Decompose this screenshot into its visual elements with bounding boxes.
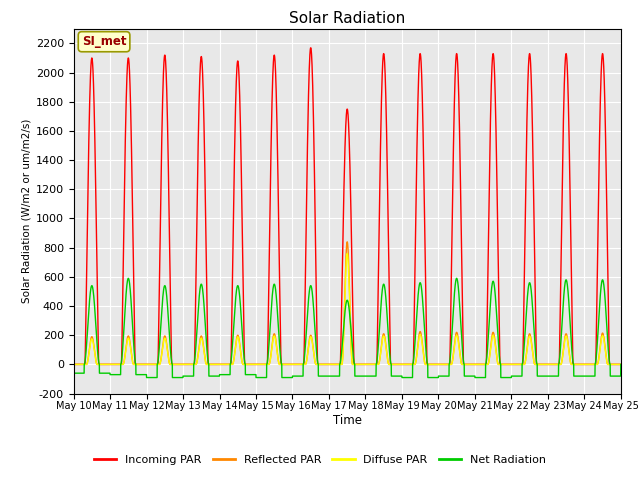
Title: Solar Radiation: Solar Radiation — [289, 11, 405, 26]
Text: SI_met: SI_met — [82, 35, 126, 48]
Incoming PAR — [617, 361, 625, 367]
Diffuse PAR — [344, 251, 351, 256]
Net Radiation — [616, 373, 624, 379]
Reflected PAR — [470, 361, 477, 367]
Incoming PAR — [616, 361, 624, 367]
Reflected PAR — [168, 361, 176, 367]
Net Radiation — [168, 361, 176, 367]
Incoming PAR — [327, 361, 335, 367]
Legend: Incoming PAR, Reflected PAR, Diffuse PAR, Net Radiation: Incoming PAR, Reflected PAR, Diffuse PAR… — [90, 451, 550, 469]
Incoming PAR — [70, 361, 77, 367]
Line: Incoming PAR: Incoming PAR — [74, 48, 621, 364]
Diffuse PAR — [440, 361, 447, 367]
Diffuse PAR — [470, 361, 477, 367]
Net Radiation — [327, 373, 335, 379]
Net Radiation — [617, 361, 625, 367]
Line: Diffuse PAR: Diffuse PAR — [74, 253, 621, 364]
Reflected PAR — [501, 361, 509, 367]
Diffuse PAR — [168, 361, 176, 367]
Reflected PAR — [440, 361, 447, 367]
Net Radiation — [470, 373, 478, 379]
Line: Reflected PAR: Reflected PAR — [74, 242, 621, 364]
Diffuse PAR — [501, 361, 509, 367]
Reflected PAR — [70, 361, 77, 367]
Diffuse PAR — [327, 361, 335, 367]
Net Radiation — [501, 375, 509, 381]
Line: Net Radiation: Net Radiation — [74, 278, 621, 378]
Y-axis label: Solar Radiation (W/m2 or um/m2/s): Solar Radiation (W/m2 or um/m2/s) — [22, 119, 31, 303]
Reflected PAR — [344, 239, 351, 245]
Net Radiation — [125, 276, 132, 281]
Diffuse PAR — [70, 361, 77, 367]
Net Radiation — [440, 373, 447, 379]
Incoming PAR — [501, 361, 509, 367]
Incoming PAR — [168, 361, 176, 367]
Incoming PAR — [440, 361, 447, 367]
Reflected PAR — [617, 361, 625, 367]
Reflected PAR — [327, 361, 335, 367]
Diffuse PAR — [616, 361, 624, 367]
Net Radiation — [70, 370, 77, 376]
Reflected PAR — [616, 361, 624, 367]
Net Radiation — [143, 375, 150, 381]
Incoming PAR — [307, 45, 315, 51]
X-axis label: Time: Time — [333, 414, 362, 427]
Incoming PAR — [470, 361, 477, 367]
Diffuse PAR — [617, 361, 625, 367]
